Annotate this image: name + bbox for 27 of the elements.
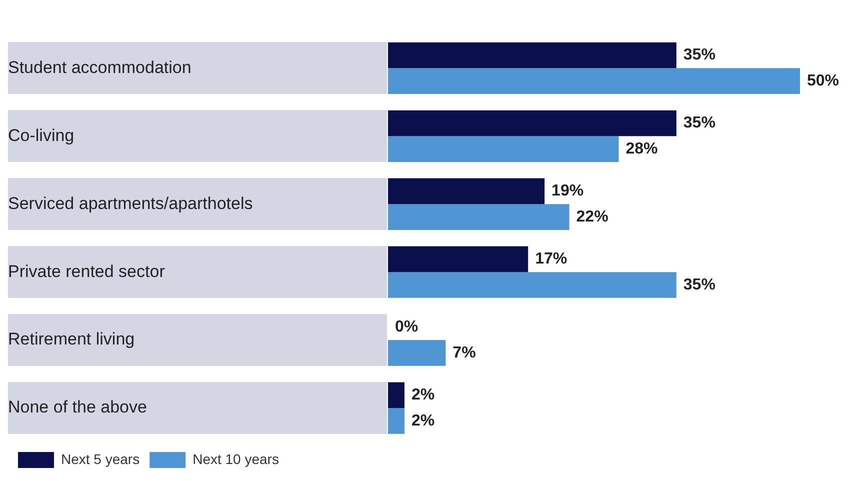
legend-label: Next 10 years bbox=[192, 450, 279, 467]
y-tick-label: Serviced apartments/aparthotels bbox=[8, 194, 253, 213]
data-label: 35% bbox=[683, 114, 716, 132]
data-label: 22% bbox=[576, 208, 608, 226]
legend-label: Next 5 years bbox=[61, 450, 140, 467]
bar bbox=[388, 136, 619, 162]
data-label: 0% bbox=[395, 318, 418, 336]
data-label: 7% bbox=[452, 344, 476, 362]
bar bbox=[388, 382, 404, 408]
data-label: 28% bbox=[626, 140, 658, 158]
bar bbox=[388, 204, 570, 230]
y-tick-label: Co-living bbox=[8, 126, 74, 145]
y-tick-label: None of the above bbox=[8, 398, 147, 417]
y-tick-label: Private rented sector bbox=[8, 262, 166, 281]
data-label: 35% bbox=[683, 46, 716, 64]
bar bbox=[388, 340, 446, 366]
y-tick-label: Retirement living bbox=[8, 330, 135, 349]
data-label: 19% bbox=[552, 182, 584, 200]
bar bbox=[388, 246, 528, 272]
data-label: 35% bbox=[683, 276, 716, 294]
data-label: 50% bbox=[807, 72, 840, 90]
data-label: 2% bbox=[411, 412, 435, 430]
data-label: 17% bbox=[535, 250, 568, 268]
bar bbox=[388, 408, 404, 434]
data-label: 2% bbox=[411, 386, 435, 404]
bar bbox=[388, 178, 545, 204]
y-tick-label: Student accommodation bbox=[8, 58, 192, 77]
